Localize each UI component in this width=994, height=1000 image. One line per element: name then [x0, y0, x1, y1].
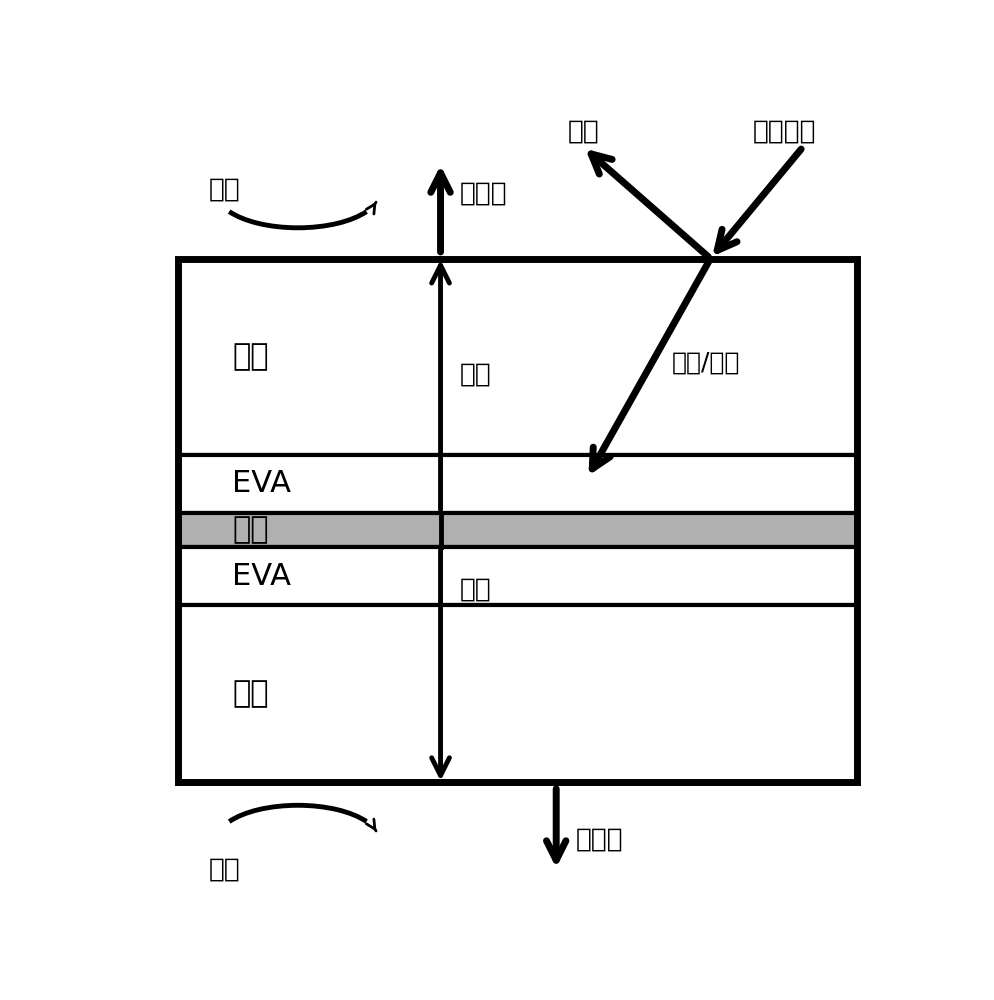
- Text: 热辐射: 热辐射: [575, 827, 622, 853]
- Bar: [178, 547, 856, 605]
- Text: 导热: 导热: [459, 577, 491, 603]
- Text: 折射/入射: 折射/入射: [671, 351, 740, 375]
- Text: 玻璃: 玻璃: [233, 679, 268, 708]
- Text: 对流: 对流: [209, 176, 241, 202]
- Bar: [178, 605, 856, 782]
- Bar: [178, 513, 856, 547]
- Bar: [178, 259, 856, 455]
- Text: EVA: EVA: [233, 469, 291, 498]
- Text: 电池: 电池: [233, 516, 268, 545]
- Text: 对流: 对流: [209, 856, 241, 882]
- Text: 太阳辐射: 太阳辐射: [752, 119, 815, 145]
- Bar: [178, 259, 856, 782]
- Text: 热辐射: 热辐射: [459, 180, 507, 206]
- Text: 导热: 导热: [459, 361, 491, 387]
- Text: 反射: 反射: [568, 119, 599, 145]
- Bar: [178, 455, 856, 513]
- Text: 玻璃: 玻璃: [233, 342, 268, 371]
- Text: EVA: EVA: [233, 562, 291, 591]
